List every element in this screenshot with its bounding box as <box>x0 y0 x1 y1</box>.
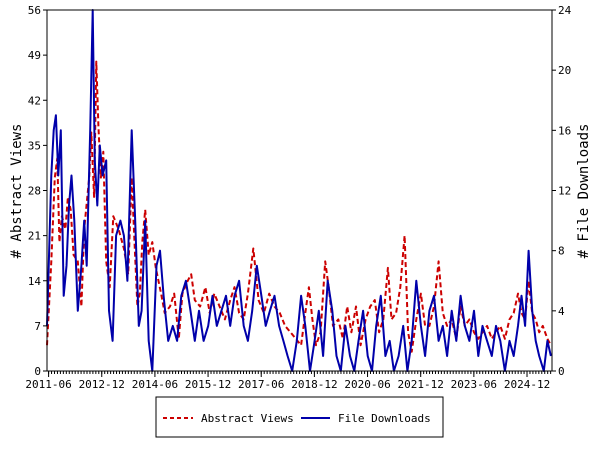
x-axis: 2011-06 2012-12 2014-06 2015-12 2017-06 2018-… <box>25 371 552 391</box>
right-tick-label: 24 <box>558 4 572 17</box>
x-tick-label: 2024-12 <box>504 378 550 391</box>
series-line-abstract-views <box>46 60 552 353</box>
left-tick-label: 35 <box>28 139 41 152</box>
left-tick-label: 7 <box>34 320 41 333</box>
left-tick-label: 21 <box>28 230 41 243</box>
left-tick-label: 42 <box>28 94 41 107</box>
left-axis: 0 7 14 21 28 35 42 49 56 <box>28 4 47 378</box>
x-tick-label: 2011-06 <box>25 378 71 391</box>
left-axis-title: # Abstract Views <box>9 124 25 259</box>
x-tick-label: 2012-12 <box>79 378 125 391</box>
legend-label-abstract-views: Abstract Views <box>201 412 294 425</box>
right-tick-label: 16 <box>558 124 571 137</box>
x-tick-label: 2017-06 <box>238 378 284 391</box>
right-axis: 0 4 8 12 16 20 24 <box>552 4 572 378</box>
right-tick-label: 0 <box>558 365 565 378</box>
series-layer <box>46 9 552 372</box>
right-tick-label: 20 <box>558 64 571 77</box>
x-tick-label: 2015-12 <box>185 378 231 391</box>
left-tick-label: 14 <box>28 275 42 288</box>
x-tick-label: 2020-06 <box>344 378 390 391</box>
x-tick-label: 2018-12 <box>291 378 337 391</box>
series-line-file-downloads <box>46 9 552 372</box>
legend: Abstract Views File Downloads <box>155 396 444 438</box>
left-tick-label: 56 <box>28 4 41 17</box>
legend-box <box>155 396 444 438</box>
right-tick-label: 12 <box>558 185 571 198</box>
right-axis-title: # File Downloads <box>576 124 592 259</box>
legend-label-file-downloads: File Downloads <box>338 412 431 425</box>
left-tick-label: 28 <box>28 185 41 198</box>
left-tick-label: 0 <box>34 365 41 378</box>
left-tick-label: 49 <box>28 49 41 62</box>
right-tick-label: 8 <box>558 245 565 258</box>
x-tick-label: 2021-12 <box>398 378 444 391</box>
x-tick-label: 2023-06 <box>451 378 497 391</box>
x-tick-label: 2014-06 <box>132 378 178 391</box>
right-tick-label: 4 <box>558 305 565 318</box>
